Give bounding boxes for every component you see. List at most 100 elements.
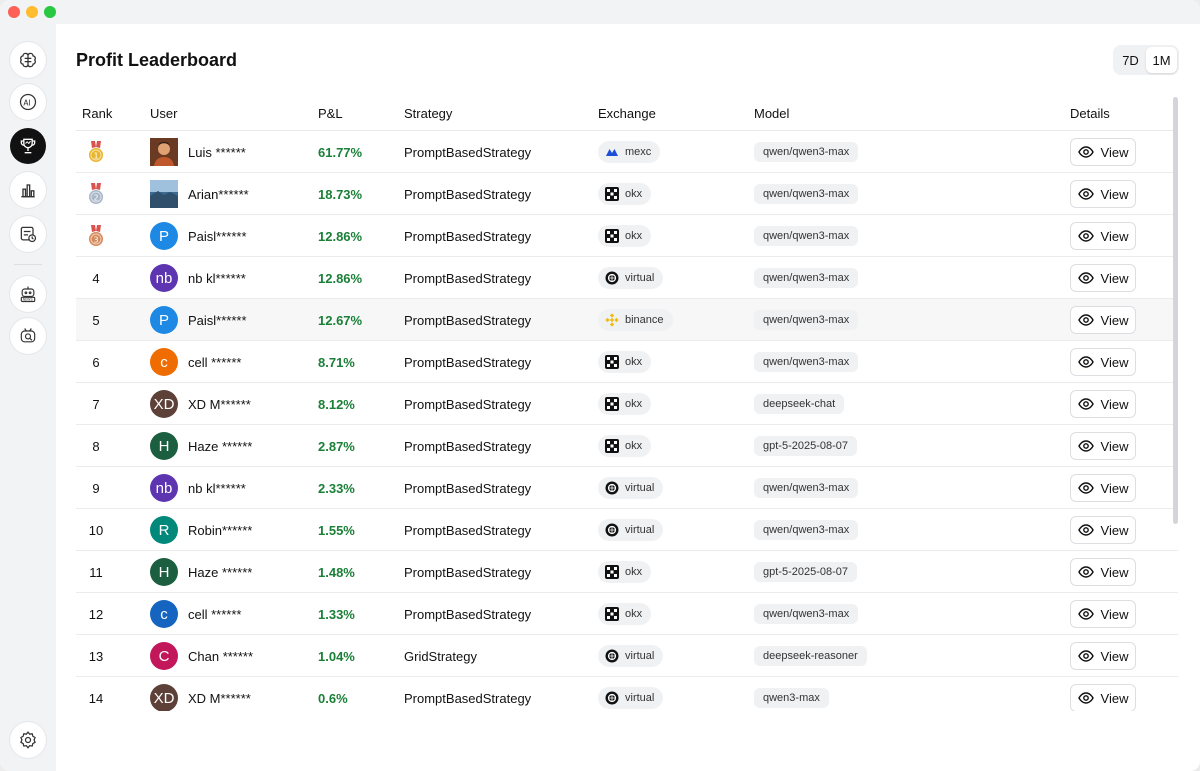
table-row[interactable]: 4 nb nb kl****** 12.86% PromptBasedStrategy v…	[76, 257, 1178, 299]
avatar: P	[150, 222, 178, 250]
nav-brain-button[interactable]	[10, 42, 46, 78]
rank-number: 11	[89, 564, 103, 580]
mexc-icon	[606, 149, 618, 156]
exchange-badge: virtual	[598, 519, 664, 541]
view-label: View	[1100, 396, 1129, 412]
range-1m-button[interactable]: 1M	[1146, 47, 1177, 73]
header-exchange: Exchange	[598, 106, 656, 121]
view-details-button[interactable]: View	[1070, 390, 1136, 418]
view-label: View	[1100, 228, 1129, 244]
exchange-badge: okx	[598, 225, 652, 247]
table-row[interactable]: 14 XD XD M****** 0.6% PromptBasedStrategy vir…	[76, 677, 1178, 711]
exchange-name: okx	[625, 356, 643, 368]
nav-search-bot-button[interactable]	[10, 318, 46, 354]
exchange-name: okx	[625, 188, 643, 200]
view-details-button[interactable]: View	[1070, 180, 1136, 208]
exchange-cell: okx	[598, 383, 652, 425]
nav-charts-button[interactable]	[10, 172, 46, 208]
rank-cell: 5	[76, 299, 116, 341]
details-cell: View	[1070, 173, 1136, 215]
eye-icon	[1077, 482, 1094, 494]
pnl-value: 1.48%	[318, 564, 355, 580]
title-bar	[0, 0, 1200, 24]
rank-cell: 9	[76, 467, 116, 509]
exchange-badge: okx	[598, 183, 652, 205]
nav-ai-button[interactable]: AI	[10, 84, 46, 120]
details-cell: View	[1070, 509, 1136, 551]
model-badge: qwen3-max	[754, 688, 829, 708]
view-details-button[interactable]: View	[1070, 684, 1136, 711]
table-row[interactable]: 10 R Robin****** 1.55% PromptBasedStrategy vi…	[76, 509, 1178, 551]
exchange-badge: okx	[598, 561, 652, 583]
view-details-button[interactable]: View	[1070, 348, 1136, 376]
view-details-button[interactable]: View	[1070, 474, 1136, 502]
view-details-button[interactable]: View	[1070, 138, 1136, 166]
table-row[interactable]: 9 nb nb kl****** 2.33% PromptBasedStrategy vi…	[76, 467, 1178, 509]
settings-button[interactable]	[10, 722, 46, 758]
table-row[interactable]: 1 Luis ****** 61.77% PromptBasedStrategy mex…	[76, 131, 1178, 173]
user-name: Paisl******	[188, 228, 247, 244]
close-window-button[interactable]	[8, 6, 20, 18]
rank-cell: 12	[76, 593, 116, 635]
avatar: C	[150, 642, 178, 670]
table-row[interactable]: 11 H Haze ****** 1.48% PromptBasedStrategy ok…	[76, 551, 1178, 593]
bar-chart-icon	[21, 184, 35, 198]
rank-number: 14	[88, 690, 104, 706]
model-cell: deepseek-reasoner	[754, 635, 867, 677]
user-name: nb kl******	[188, 270, 246, 286]
view-details-button[interactable]: View	[1070, 558, 1136, 586]
okx-icon	[605, 607, 619, 621]
table-row[interactable]: 5 P Paisl****** 12.67% PromptBasedStrategy bi…	[76, 299, 1178, 341]
view-label: View	[1100, 144, 1129, 160]
model-cell: qwen/qwen3-max	[754, 131, 859, 173]
exchange-cell: okx	[598, 341, 652, 383]
nav-leaderboard-button[interactable]	[10, 128, 46, 164]
model-badge: qwen/qwen3-max	[754, 310, 859, 330]
user-cell: XD XD M******	[150, 383, 251, 425]
user-name: Haze ******	[188, 438, 253, 454]
table-row[interactable]: 7 XD XD M****** 8.12% PromptBasedStrategy okx…	[76, 383, 1178, 425]
rank-number: 4	[92, 270, 100, 286]
nav-news-bot-button[interactable]: NEWS	[10, 276, 46, 312]
view-details-button[interactable]: View	[1070, 306, 1136, 334]
virtual-icon	[605, 481, 619, 495]
exchange-name: virtual	[625, 272, 655, 284]
view-details-button[interactable]: View	[1070, 222, 1136, 250]
header-strategy: Strategy	[404, 106, 453, 121]
details-cell: View	[1070, 635, 1136, 677]
rank-number: 9	[92, 480, 100, 496]
rank-cell: 7	[76, 383, 116, 425]
view-details-button[interactable]: View	[1070, 600, 1136, 628]
table-row[interactable]: 12 c cell ****** 1.33% PromptBasedStrategy ok…	[76, 593, 1178, 635]
user-name: Robin******	[188, 522, 253, 538]
pnl-value: 1.33%	[318, 606, 355, 622]
table-row[interactable]: 3 P Paisl****** 12.86% PromptBasedStrategy ok…	[76, 215, 1178, 257]
exchange-cell: mexc	[598, 131, 661, 173]
eye-icon	[1077, 608, 1094, 620]
scrollbar[interactable]	[1173, 97, 1178, 524]
view-label: View	[1100, 270, 1129, 286]
robot-search-icon	[20, 328, 36, 343]
view-details-button[interactable]: View	[1070, 264, 1136, 292]
table-row[interactable]: 13 C Chan ****** 1.04% GridStrategy virtual de…	[76, 635, 1178, 677]
table-row[interactable]: 8 H Haze ****** 2.87% PromptBasedStrategy okx…	[76, 425, 1178, 467]
view-details-button[interactable]: View	[1070, 642, 1136, 670]
strategy-name: PromptBasedStrategy	[404, 438, 532, 454]
maximize-window-button[interactable]	[44, 6, 56, 18]
details-cell: View	[1070, 677, 1136, 711]
rank-cell: 11	[76, 551, 116, 593]
table-row[interactable]: 2 Arian****** 18.73% PromptBasedStrategy okx…	[76, 173, 1178, 215]
view-details-button[interactable]: View	[1070, 516, 1136, 544]
view-details-button[interactable]: View	[1070, 432, 1136, 460]
rank-number: 8	[92, 438, 100, 454]
svg-text:1: 1	[93, 151, 98, 160]
header-user: User	[150, 106, 178, 121]
range-7d-button[interactable]: 7D	[1122, 52, 1139, 68]
table-row[interactable]: 6 c cell ****** 8.71% PromptBasedStrategy okx…	[76, 341, 1178, 383]
model-cell: qwen/qwen3-max	[754, 509, 859, 551]
eye-icon	[1077, 188, 1094, 200]
model-badge: qwen/qwen3-max	[754, 184, 859, 204]
minimize-window-button[interactable]	[26, 6, 38, 18]
user-cell: H Haze ******	[150, 551, 252, 593]
nav-schedule-button[interactable]	[10, 216, 46, 252]
